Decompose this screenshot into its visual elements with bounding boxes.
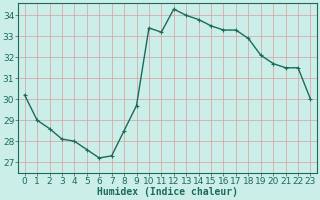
X-axis label: Humidex (Indice chaleur): Humidex (Indice chaleur)	[97, 187, 238, 197]
